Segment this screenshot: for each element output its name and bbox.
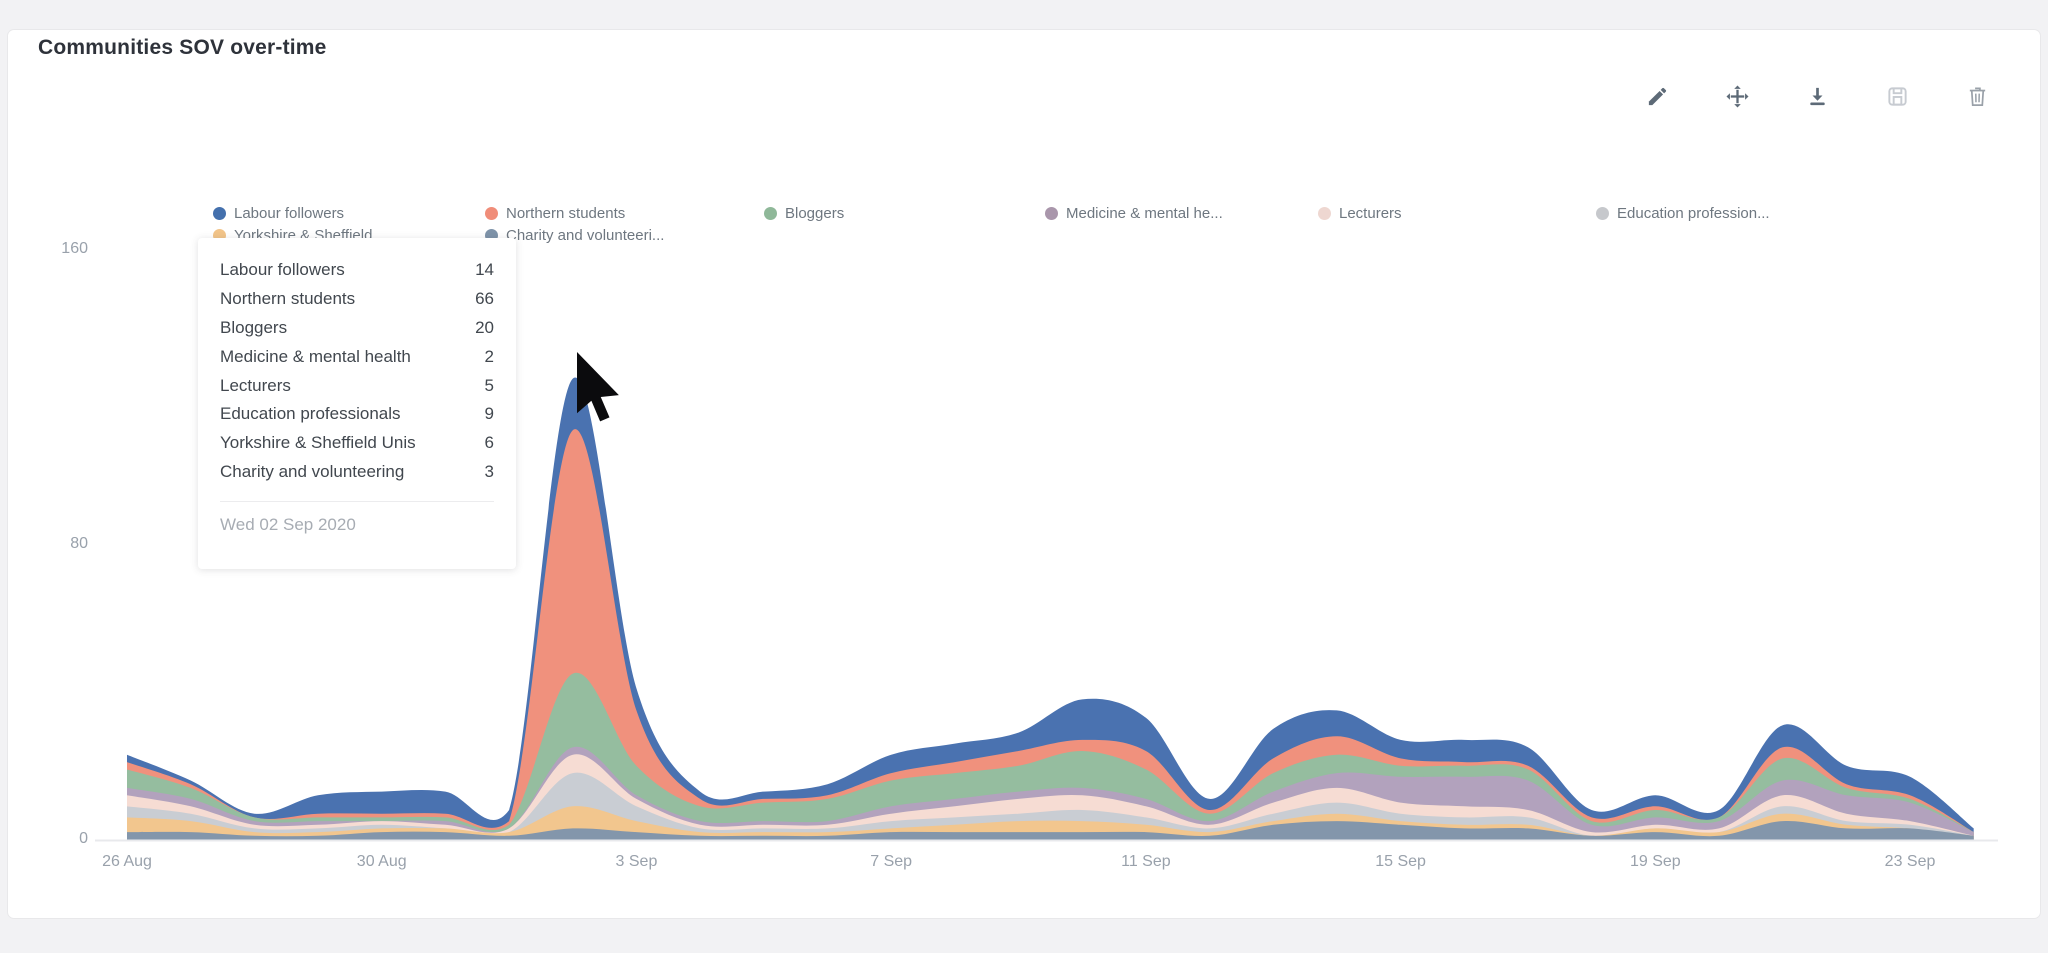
legend-item-label: Bloggers: [785, 204, 845, 222]
page-title: Communities SOV over-time: [38, 36, 327, 59]
edit-button[interactable]: [1639, 78, 1675, 114]
chart-tooltip: Labour followers 14 Northern students 66 Blo…: [198, 238, 516, 569]
x-axis-label: 19 Sep: [1629, 853, 1681, 870]
move-icon: [1725, 84, 1749, 108]
download-button[interactable]: [1799, 78, 1835, 114]
x-axis-label: 23 Sep: [1884, 853, 1936, 870]
legend-swatch: [485, 206, 498, 220]
tooltip-row: Bloggers 20: [220, 314, 494, 343]
legend-swatch: [213, 206, 226, 220]
chart-legend: Labour followers Northern students Blogger…: [213, 202, 1843, 246]
tooltip-value: 9: [484, 404, 494, 424]
tooltip-rows: Labour followers 14 Northern students 66 Blo…: [220, 256, 494, 486]
delete-button[interactable]: [1959, 78, 1995, 114]
legend-item-medicine-mental-he[interactable]: Medicine & mental he...: [1045, 202, 1318, 224]
trash-icon: [1966, 85, 1989, 108]
legend-item-northern-students[interactable]: Northern students: [485, 202, 764, 224]
x-axis-label: 7 Sep: [870, 853, 913, 870]
y-axis-label: 160: [61, 239, 88, 257]
save-button[interactable]: [1879, 78, 1915, 114]
tooltip-row: Yorkshire & Sheffield Unis 6: [220, 429, 494, 458]
y-axis-label: 0: [79, 829, 88, 847]
tooltip-value: 3: [484, 461, 494, 481]
tooltip-date: Wed 02 Sep 2020: [220, 515, 356, 535]
widget-toolbar: [8, 78, 2040, 114]
tooltip-row: Education professionals 9: [220, 400, 494, 429]
legend-item-label: Labour followers: [234, 204, 345, 222]
tooltip-label: Medicine & mental health: [220, 346, 411, 366]
tooltip-value: 14: [475, 260, 494, 280]
tooltip-label: Yorkshire & Sheffield Unis: [220, 433, 416, 453]
legend-item-lecturers[interactable]: Lecturers: [1318, 202, 1596, 224]
tooltip-divider: [220, 501, 494, 503]
legend-swatch: [764, 206, 777, 220]
tooltip-value: 66: [475, 289, 494, 309]
x-axis-label: 26 Aug: [102, 853, 152, 870]
legend-item-label: Charity and volunteeri...: [506, 226, 665, 244]
tooltip-value: 2: [484, 346, 494, 366]
legend-swatch: [1045, 206, 1058, 220]
tooltip-label: Charity and volunteering: [220, 461, 405, 481]
stacked-areas: [127, 377, 1974, 840]
tooltip-label: Northern students: [220, 289, 356, 309]
legend-swatch: [1596, 206, 1609, 220]
tooltip-label: Lecturers: [220, 375, 291, 395]
legend-item-labour-followers[interactable]: Labour followers: [213, 202, 485, 224]
tooltip-row: Charity and volunteering 3: [220, 458, 494, 487]
legend-item-bloggers[interactable]: Bloggers: [764, 202, 1045, 224]
tooltip-label: Bloggers: [220, 317, 288, 337]
area-series-charity-and-volunteering: [127, 820, 1974, 840]
tooltip-value: 20: [475, 317, 494, 337]
x-axis-label: 3 Sep: [615, 853, 658, 870]
tooltip-label: Education professionals: [220, 404, 401, 424]
tooltip-row: Medicine & mental health 2: [220, 342, 494, 371]
tooltip-label: Labour followers: [220, 260, 345, 280]
pencil-icon: [1646, 85, 1669, 108]
legend-item-education-profession[interactable]: Education profession...: [1596, 202, 1843, 224]
tooltip-value: 6: [484, 433, 494, 453]
tooltip-row: Lecturers 5: [220, 371, 494, 400]
y-axis-label: 80: [70, 534, 88, 552]
tooltip-row: Labour followers 14: [220, 256, 494, 285]
legend-item-label: Northern students: [506, 204, 626, 222]
x-axis-label: 30 Aug: [356, 853, 407, 870]
x-axis-label: 15 Sep: [1375, 853, 1426, 870]
legend-item-label: Lecturers: [1339, 204, 1402, 222]
tooltip-row: Northern students 66: [220, 285, 494, 314]
download-icon: [1806, 85, 1829, 108]
save-icon: [1886, 85, 1909, 108]
x-axis-label: 11 Sep: [1121, 853, 1171, 870]
tooltip-value: 5: [484, 375, 494, 395]
legend-item-label: Medicine & mental he...: [1066, 204, 1223, 222]
legend-item-label: Education profession...: [1617, 204, 1770, 222]
move-button[interactable]: [1719, 78, 1755, 114]
legend-swatch: [1318, 206, 1331, 220]
